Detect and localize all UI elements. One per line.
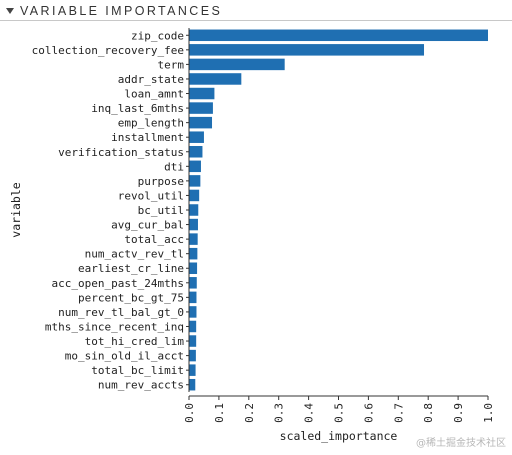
header-divider <box>0 20 512 21</box>
y-tick-label: num_rev_accts <box>98 379 184 392</box>
y-tick-label: avg_cur_bal <box>111 219 184 232</box>
bar-emp_length <box>189 116 213 129</box>
bar-zip_code <box>189 29 488 42</box>
bar-bc_util <box>189 204 199 216</box>
bar-percent_bc_gt_75 <box>189 291 197 304</box>
x-tick-label: 0.4 <box>303 403 316 423</box>
bar-total_bc_limit <box>189 364 196 376</box>
bar-verification_status <box>189 146 203 158</box>
y-tick-label: purpose <box>138 175 184 188</box>
bar-avg_cur_bal <box>189 218 198 231</box>
bar-purpose <box>189 175 201 187</box>
x-tick-label: 0.3 <box>273 403 286 423</box>
bar-num_rev_tl_bal_gt_0 <box>189 306 197 318</box>
y-tick-label: num_actv_rev_tl <box>85 248 184 261</box>
x-tick-label: 0.8 <box>422 403 435 423</box>
y-tick-label: total_bc_limit <box>91 364 184 377</box>
bar-inq_last_6mths <box>189 102 213 114</box>
bar-loan_amnt <box>189 87 215 100</box>
x-axis-title: scaled_importance <box>280 429 398 443</box>
y-tick-label: mths_since_recent_inq <box>45 320 184 333</box>
bar-total_acc <box>189 233 198 245</box>
x-tick-label: 0.2 <box>243 403 256 423</box>
bar-mths_since_recent_inq <box>189 320 197 333</box>
y-tick-label: addr_state <box>118 73 184 86</box>
x-tick-label: 0.0 <box>183 403 196 423</box>
x-tick-label: 0.1 <box>213 403 226 423</box>
y-tick-label: inq_last_6mths <box>91 102 184 115</box>
collapse-caret-icon[interactable] <box>6 8 14 14</box>
watermark: @稀土掘金技术社区 <box>416 438 506 449</box>
y-axis-title: variable <box>9 182 23 237</box>
y-tick-label: installment <box>111 131 184 144</box>
bar-collection_recovery_fee <box>189 44 425 56</box>
y-tick-label: percent_bc_gt_75 <box>78 291 184 304</box>
bar-acc_open_past_24mths <box>189 277 197 289</box>
y-tick-label: bc_util <box>138 204 184 217</box>
x-axis: 0.0 0.1 0.2 0.3 0.4 0.5 0.6 0.7 0.8 0.9 1.0 <box>183 395 495 423</box>
y-tick-label: revol_util <box>118 189 184 202</box>
section-header[interactable]: VARIABLE IMPORTANCES <box>6 4 222 18</box>
bar-earliest_cr_line <box>189 262 198 274</box>
section-title: VARIABLE IMPORTANCES <box>20 4 223 18</box>
y-tick-label: emp_length <box>118 117 184 130</box>
bar-installment <box>189 131 204 143</box>
y-tick-label: term <box>158 58 185 71</box>
bar-tot_hi_cred_lim <box>189 335 197 347</box>
y-tick-label: acc_open_past_24mths <box>52 277 184 290</box>
x-tick-label: 0.6 <box>362 403 375 423</box>
y-tick-label: collection_recovery_fee <box>32 44 184 57</box>
bar-addr_state <box>189 73 242 85</box>
bar-num_rev_accts <box>189 378 196 391</box>
y-tick-label: dti <box>164 160 184 173</box>
y-tick-label: loan_amnt <box>124 88 184 101</box>
y-tick-label: zip_code <box>131 29 184 42</box>
x-tick-label: 0.7 <box>392 403 405 423</box>
y-tick-label: mo_sin_old_il_acct <box>65 350 184 363</box>
y-tick-label: tot_hi_cred_lim <box>85 335 185 348</box>
bars-group <box>189 29 488 391</box>
x-tick-label: 0.9 <box>452 403 465 423</box>
bar-num_actv_rev_tl <box>189 247 198 260</box>
x-tick-label: 0.5 <box>333 403 346 423</box>
bar-revol_util <box>189 189 200 202</box>
bar-dti <box>189 160 201 173</box>
y-tick-label: total_acc <box>124 233 184 246</box>
y-tick-label: num_rev_tl_bal_gt_0 <box>58 306 184 319</box>
y-tick-label: verification_status <box>58 146 184 159</box>
x-tick-label: 1.0 <box>482 403 495 423</box>
bar-term <box>189 58 285 71</box>
bar-mo_sin_old_il_acct <box>189 349 196 362</box>
y-tick-label: earliest_cr_line <box>78 262 184 275</box>
